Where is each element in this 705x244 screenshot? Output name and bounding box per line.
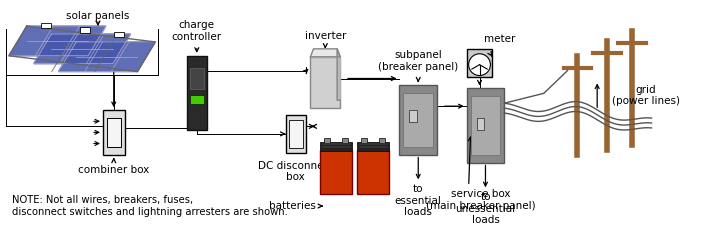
Bar bbox=[357, 150, 388, 194]
Bar bbox=[361, 138, 367, 143]
Text: to
unessential
loads: to unessential loads bbox=[455, 192, 515, 225]
Text: meter: meter bbox=[484, 34, 515, 44]
Bar bbox=[357, 142, 388, 151]
Bar bbox=[289, 120, 302, 148]
Text: solar panels: solar panels bbox=[66, 11, 130, 21]
Bar bbox=[310, 57, 340, 108]
Bar bbox=[471, 96, 501, 155]
Bar bbox=[324, 138, 330, 143]
Bar bbox=[190, 95, 204, 104]
Text: charge
controller: charge controller bbox=[172, 20, 222, 42]
Bar bbox=[477, 118, 484, 130]
Bar bbox=[80, 27, 90, 33]
Text: inverter: inverter bbox=[305, 31, 346, 41]
Bar bbox=[403, 93, 433, 147]
Text: NOTE: Not all wires, breakers, fuses,
disconnect switches and lightning arrester: NOTE: Not all wires, breakers, fuses, di… bbox=[12, 195, 288, 217]
Bar bbox=[187, 56, 207, 130]
Bar bbox=[467, 49, 492, 77]
Bar bbox=[190, 68, 204, 89]
Text: service box
(main breaker panel): service box (main breaker panel) bbox=[426, 189, 535, 211]
Bar bbox=[103, 110, 125, 155]
Bar bbox=[467, 88, 504, 163]
Text: grid
(power lines): grid (power lines) bbox=[612, 84, 680, 106]
Bar bbox=[107, 118, 121, 147]
Text: combiner box: combiner box bbox=[78, 164, 149, 174]
Polygon shape bbox=[34, 34, 130, 64]
Polygon shape bbox=[310, 49, 340, 57]
Bar bbox=[41, 22, 51, 29]
Bar bbox=[320, 150, 352, 194]
Polygon shape bbox=[9, 26, 106, 56]
Text: batteries: batteries bbox=[269, 201, 315, 211]
Bar bbox=[286, 115, 305, 153]
Bar bbox=[114, 31, 124, 38]
Bar bbox=[410, 110, 417, 122]
Text: to
essential
loads: to essential loads bbox=[395, 184, 441, 217]
Polygon shape bbox=[337, 49, 340, 100]
Polygon shape bbox=[59, 42, 155, 71]
Bar bbox=[400, 85, 437, 155]
Bar bbox=[379, 138, 385, 143]
Text: subpanel
(breaker panel): subpanel (breaker panel) bbox=[378, 50, 458, 71]
Bar bbox=[342, 138, 348, 143]
Bar bbox=[320, 142, 352, 151]
Circle shape bbox=[469, 54, 491, 76]
Text: DC disconnect
box: DC disconnect box bbox=[258, 161, 333, 182]
